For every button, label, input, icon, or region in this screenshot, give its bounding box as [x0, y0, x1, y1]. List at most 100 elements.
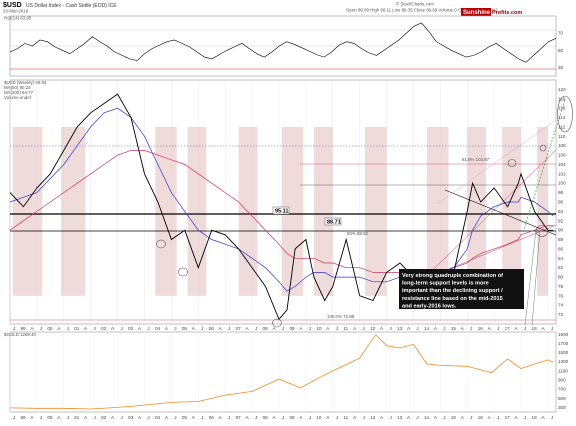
gold-x-tick: 02 — [101, 415, 107, 420]
price-x-tick: 12 — [370, 326, 376, 331]
price-x-tick: A — [111, 326, 115, 331]
gold-x-tick: J — [416, 415, 418, 420]
gold-x-axis: J 99 A J 00 A J 01 A J 02 A J 03 A J 04 A J 05 A J 06 A J 07 A J 08 A… — [13, 415, 553, 420]
price-x-tick: J — [551, 326, 553, 331]
price-x-tick: 09 — [289, 326, 295, 331]
price-x-tick: J — [416, 326, 418, 331]
price-x-tick: 07 — [236, 326, 242, 331]
price-x-tick: J — [120, 326, 122, 331]
svg-text:Sunshine: Sunshine — [463, 10, 491, 16]
rsi-y-tick: 70 — [558, 31, 564, 36]
price-x-tick: 11 — [343, 326, 348, 331]
gold-x-tick: A — [165, 415, 169, 420]
price-label: $USD (Weekly) 89.93 — [4, 80, 47, 85]
gold-x-tick: J — [67, 415, 69, 420]
price-x-tick: J — [147, 326, 149, 331]
symbol-label: $USD — [3, 2, 22, 9]
gold-y-tick: 1300 — [558, 359, 569, 364]
price-x-tick: J — [282, 326, 284, 331]
highlight-zone — [502, 126, 522, 296]
price-x-tick: J — [67, 326, 69, 331]
fib-label-low: 100.0% 72.88 — [327, 314, 355, 319]
gold-x-tick: A — [246, 415, 250, 420]
ma50-line — [9, 107, 554, 292]
gold-y-tick: 1700 — [558, 341, 569, 346]
gold-x-tick: A — [407, 415, 411, 420]
gold-x-tick: A — [57, 415, 61, 420]
gold-x-tick: J — [120, 415, 122, 420]
price-y-tick: 92 — [558, 218, 564, 223]
gold-x-tick: J — [255, 415, 257, 420]
price-x-axis: J 99 A J 00 A J 01 A J 02 A J 03 A J 04 A J 05 A J 06 A J 07 A J 08 A… — [13, 326, 553, 331]
price-y-tick: 78 — [558, 284, 564, 289]
price-line — [9, 93, 554, 321]
gold-x-tick: 03 — [128, 415, 134, 420]
price-x-tick: A — [57, 326, 61, 331]
gold-x-tick: A — [219, 415, 223, 420]
price-x-tick: 15 — [451, 326, 457, 331]
price-x-tick: A — [84, 326, 88, 331]
gold-x-tick: J — [336, 415, 338, 420]
trend-line-upper — [436, 119, 557, 205]
price-y-tick: 76 — [558, 293, 564, 298]
gold-y-tick: 1900 — [558, 332, 569, 337]
highlight-zone — [12, 126, 43, 296]
price-x-tick: J — [255, 326, 257, 331]
price-x-tick: 01 — [74, 326, 80, 331]
price-x-tick: 99 — [20, 326, 26, 331]
gold-x-tick: A — [272, 415, 276, 420]
gold-x-tick: 17 — [505, 415, 511, 420]
highlight-zone — [61, 126, 86, 296]
price-x-tick: J — [40, 326, 42, 331]
price-x-tick: A — [165, 326, 169, 331]
price-x-tick: A — [138, 326, 142, 331]
ma50-label: MA(50) 90.23 — [4, 85, 31, 90]
gold-x-tick: J — [309, 415, 311, 420]
gold-panel: $GOLD 1289.40 300 500 700 900 1100 1300 1500 17… — [4, 331, 569, 413]
low-markers — [156, 95, 573, 328]
price-y-tick: 104 — [558, 162, 566, 167]
annotation-text: Very strong quadruple combination of lon… — [402, 273, 505, 309]
gold-y-tick: 1500 — [558, 350, 569, 355]
price-panel: $USD (Weekly) 89.93 MA(50) 90.23 MA(200)… — [4, 79, 573, 328]
price-y-tick: 84 — [558, 256, 564, 261]
price-x-tick: J — [309, 326, 311, 331]
price-y-tick: 120 — [558, 87, 566, 92]
gold-x-tick: 08 — [263, 415, 269, 420]
price-x-tick: J — [201, 326, 203, 331]
date-label: 20-Mar-2018 — [3, 9, 29, 14]
price-x-tick: 16 — [478, 326, 484, 331]
gold-x-tick: 00 — [47, 415, 53, 420]
price-x-tick: A — [488, 326, 492, 331]
price-y-tick: 100 — [558, 181, 566, 186]
gold-line — [9, 334, 554, 410]
price-x-tick: 06 — [209, 326, 215, 331]
price-x-tick: A — [407, 326, 411, 331]
gold-x-tick: A — [353, 415, 357, 420]
gold-y-tick: 300 — [558, 405, 566, 410]
price-x-tick: A — [434, 326, 438, 331]
gold-x-tick: J — [389, 415, 391, 420]
price-y-tick: 118 — [558, 96, 566, 101]
price-x-tick: A — [299, 326, 303, 331]
price-x-tick: J — [497, 326, 499, 331]
svg-text:Profits.com: Profits.com — [492, 10, 522, 16]
price-x-tick: J — [389, 326, 391, 331]
pointer-1 — [524, 229, 537, 326]
price-y-tick: 72 — [558, 312, 564, 317]
gold-x-tick: J — [443, 415, 445, 420]
rsi-line — [9, 22, 557, 63]
gold-x-tick: A — [461, 415, 465, 420]
trend-line-pink — [409, 149, 557, 293]
level-95-label: 95.11 — [275, 209, 288, 215]
price-y-tick: 114 — [558, 115, 566, 120]
gold-x-tick: A — [299, 415, 303, 420]
price-y-tick: 106 — [558, 153, 566, 158]
rsi-label: RSI(14) 63.95 — [4, 16, 32, 21]
price-x-tick: A — [246, 326, 250, 331]
gold-x-tick: 07 — [236, 415, 242, 420]
price-x-tick: A — [541, 326, 545, 331]
price-x-tick: A — [353, 326, 357, 331]
gold-x-tick: J — [94, 415, 96, 420]
gold-y-tick: 900 — [558, 378, 566, 383]
